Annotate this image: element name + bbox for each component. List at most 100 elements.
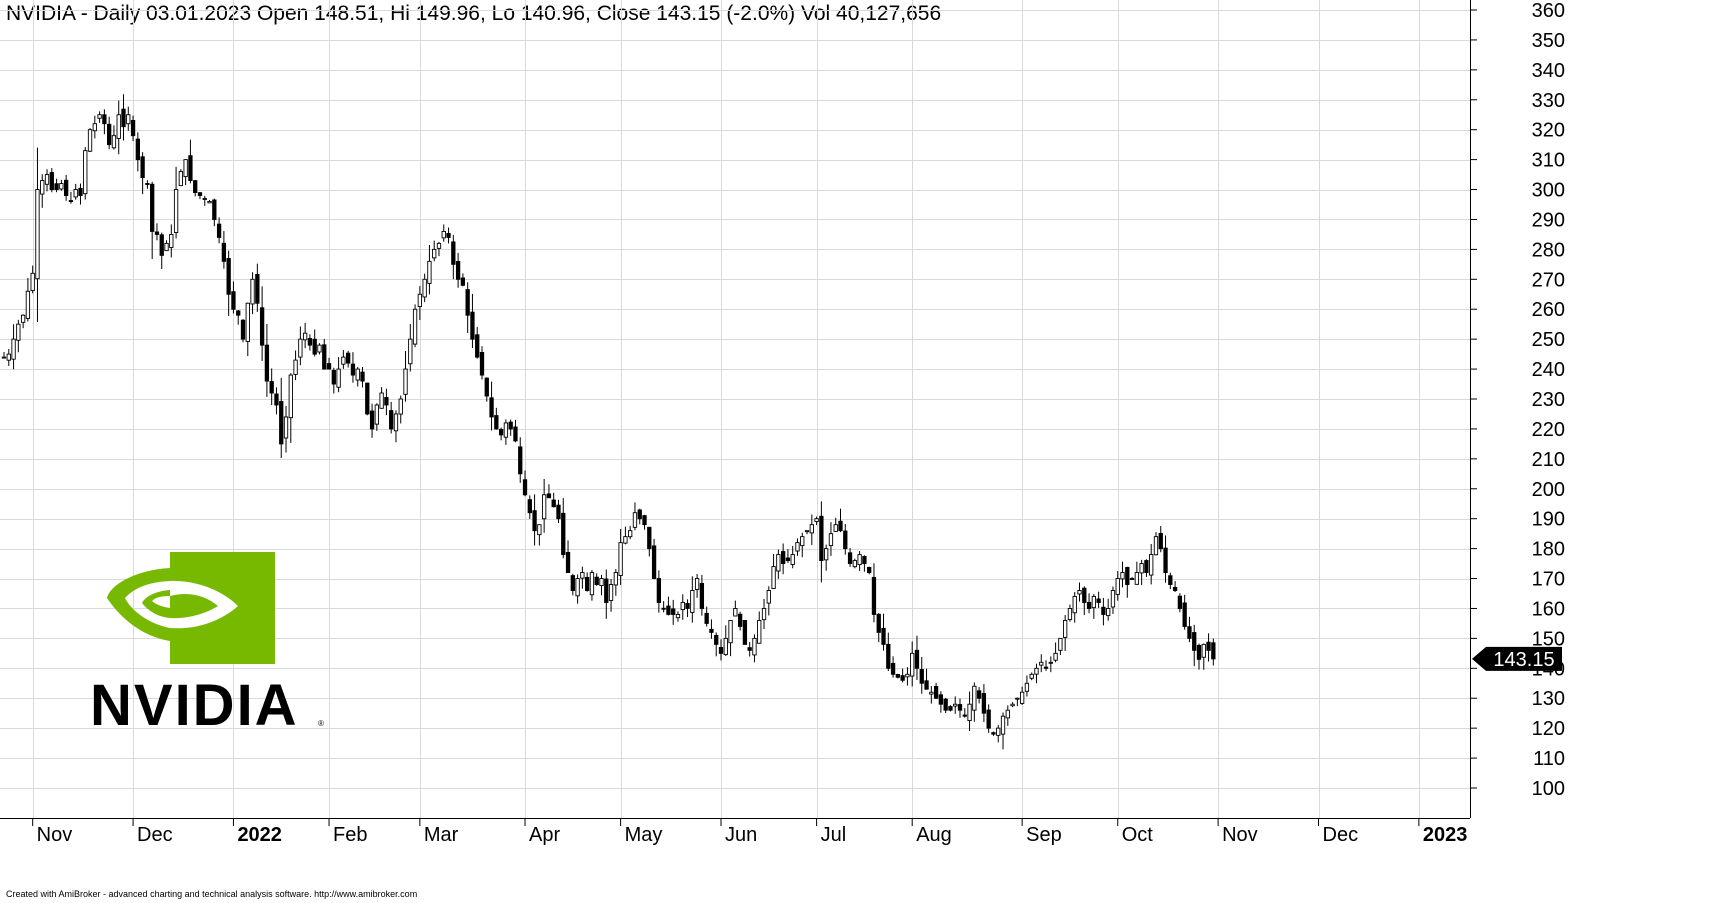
candle-body: [594, 576, 599, 585]
candle-body: [804, 530, 810, 533]
candle: [245, 302, 250, 357]
candle: [97, 111, 102, 123]
candle-body: [164, 242, 169, 252]
candle: [6, 349, 11, 366]
candle: [580, 566, 585, 589]
candle-body: [35, 189, 40, 280]
y-tick-label: 180: [1532, 539, 1565, 561]
candle: [226, 250, 231, 316]
candle-body: [1072, 596, 1077, 614]
candle-body: [1206, 641, 1211, 651]
candle: [565, 540, 571, 574]
candle: [331, 367, 336, 394]
candle: [948, 705, 953, 712]
candle: [427, 244, 432, 295]
candle-body: [910, 652, 915, 677]
candle-body: [857, 554, 862, 566]
candle-body: [207, 201, 212, 204]
candle: [537, 524, 542, 546]
candle: [766, 586, 771, 616]
last-price-label: 143.15: [1493, 649, 1554, 671]
candle: [326, 357, 332, 370]
candle: [518, 437, 523, 483]
candle-body: [30, 272, 35, 292]
candle: [145, 180, 150, 189]
candle-body: [723, 637, 728, 656]
candle: [20, 314, 26, 329]
candle-body: [976, 690, 982, 699]
candle: [135, 132, 140, 172]
candle-body: [259, 307, 265, 346]
candle-body: [847, 552, 853, 565]
candle: [102, 109, 107, 135]
candle-body: [341, 356, 346, 365]
candle: [914, 635, 920, 680]
candle: [432, 240, 437, 262]
candle: [1096, 591, 1101, 609]
candle-body: [116, 114, 121, 139]
candle-body: [475, 334, 480, 358]
candle-body: [250, 278, 255, 305]
candle-body: [169, 233, 174, 248]
candle: [957, 698, 963, 718]
candle: [73, 183, 78, 200]
candle-body: [102, 114, 107, 125]
candle: [737, 611, 743, 631]
candle-body: [541, 494, 547, 520]
candle-body: [1082, 587, 1087, 603]
candle: [551, 492, 556, 508]
candle: [159, 232, 164, 270]
candle: [780, 543, 786, 575]
candle-body: [666, 605, 671, 615]
candle: [1082, 586, 1087, 616]
candle-body: [350, 363, 356, 376]
candle-body: [197, 192, 203, 196]
candle: [130, 115, 136, 142]
y-tick-label: 330: [1532, 90, 1565, 112]
last-price-tag-bg: [1472, 646, 1562, 671]
candle: [68, 191, 74, 204]
candle: [470, 293, 475, 349]
x-tick-label: Aug: [916, 824, 952, 846]
candle: [1024, 675, 1030, 697]
candle-body: [379, 392, 384, 409]
candle: [365, 382, 370, 416]
candle-body: [298, 338, 303, 358]
candle-body: [279, 401, 284, 445]
candle-body: [44, 174, 50, 185]
candles: [1, 94, 1216, 750]
candle-body: [130, 119, 136, 137]
candle: [666, 596, 671, 616]
candle: [336, 357, 341, 393]
candle: [924, 668, 929, 690]
candle-body: [761, 608, 767, 621]
candle-body: [1211, 642, 1216, 660]
candle-body: [1058, 637, 1063, 651]
candle: [302, 322, 308, 349]
candle-body: [1106, 608, 1111, 617]
candle: [436, 241, 442, 257]
candle: [465, 282, 470, 333]
candle: [169, 224, 174, 258]
candle: [1019, 686, 1025, 705]
x-tick-label: Dec: [1323, 824, 1359, 846]
candle: [1101, 598, 1106, 626]
candle: [288, 373, 293, 443]
candle-body: [1024, 682, 1030, 692]
candle: [785, 549, 791, 563]
candle: [1153, 532, 1159, 556]
candle: [298, 326, 303, 366]
candle: [360, 367, 365, 388]
candle-body: [1177, 595, 1183, 609]
candle-body: [709, 628, 714, 633]
candle-body: [981, 692, 987, 714]
candle-body: [632, 512, 638, 528]
candle-body: [326, 363, 332, 370]
candle: [541, 478, 547, 533]
candle: [240, 319, 246, 343]
candle-body: [1187, 626, 1192, 639]
y-tick-label: 310: [1532, 150, 1565, 172]
candle: [723, 625, 728, 657]
candle-body: [876, 613, 881, 633]
candle: [895, 673, 901, 679]
